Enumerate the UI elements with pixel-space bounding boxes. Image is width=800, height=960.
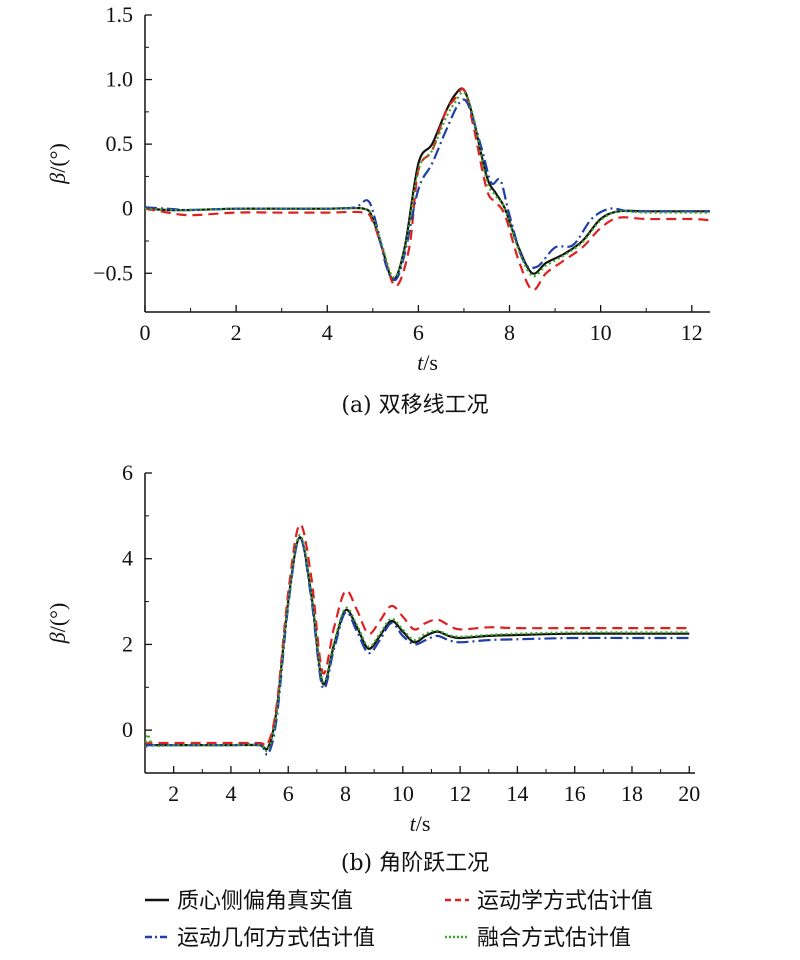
x-tick-label: 0 <box>140 320 151 345</box>
x-tick-label: 10 <box>590 320 612 345</box>
x-tick-label: 14 <box>506 781 528 806</box>
y-tick-label: −0.5 <box>93 260 133 285</box>
x-tick-label: 4 <box>225 781 236 806</box>
chart-b-caption: (b) 角阶跃工况 <box>341 851 489 876</box>
y-tick-label: 1.5 <box>106 2 134 27</box>
legend-label: 质心侧偏角真实值 <box>177 889 353 914</box>
series-line-1 <box>145 87 710 292</box>
y-tick-label: 0 <box>122 196 133 221</box>
legend-label: 运动学方式估计值 <box>477 889 653 914</box>
series-line-3 <box>145 91 710 279</box>
x-tick-label: 2 <box>231 320 242 345</box>
y-tick-label: 0 <box>122 717 133 742</box>
y-tick-label: 1.0 <box>106 67 134 92</box>
x-tick-label: 12 <box>449 781 471 806</box>
x-tick-label: 12 <box>681 320 703 345</box>
chart-a-caption: (a) 双移线工况 <box>341 393 488 418</box>
x-tick-label: 6 <box>283 781 294 806</box>
y-tick-label: 4 <box>122 546 133 571</box>
legend-label: 运动几何方式估计值 <box>177 926 375 951</box>
x-tick-label: 20 <box>678 781 700 806</box>
x-tick-label: 8 <box>340 781 351 806</box>
y-axis-label: β/(°) <box>45 143 70 185</box>
chart-a-double-lane-change: 0 2 4 6 8 10 12 −0.5 0 0.5 1.0 1.5 t/s β/(°) <box>45 2 710 375</box>
x-tick-label: 10 <box>392 781 414 806</box>
x-axis-label: t/s <box>410 811 431 836</box>
legend-label: 融合方式估计值 <box>477 926 631 951</box>
x-tick-label: 2 <box>168 781 179 806</box>
x-tick-label: 6 <box>413 320 424 345</box>
y-tick-label: 0.5 <box>106 131 134 156</box>
chart-b-angle-step: 2 4 6 8 10 12 14 16 18 20 0 2 4 6 t/s β/(°) <box>45 460 700 836</box>
x-tick-label: 8 <box>504 320 515 345</box>
series-line-0 <box>145 87 710 281</box>
y-tick-label: 6 <box>122 460 133 485</box>
y-tick-label: 2 <box>122 631 133 656</box>
series-line-1 <box>145 523 690 748</box>
series-line-3 <box>145 533 690 753</box>
x-tick-label: 18 <box>621 781 643 806</box>
y-axis-label: β/(°) <box>45 603 70 645</box>
x-axis-label: t/s <box>417 350 438 375</box>
series-line-2 <box>145 536 690 756</box>
series-line-2 <box>145 98 710 282</box>
x-tick-label: 4 <box>322 320 333 345</box>
x-tick-label: 16 <box>564 781 586 806</box>
series-line-0 <box>145 536 690 751</box>
